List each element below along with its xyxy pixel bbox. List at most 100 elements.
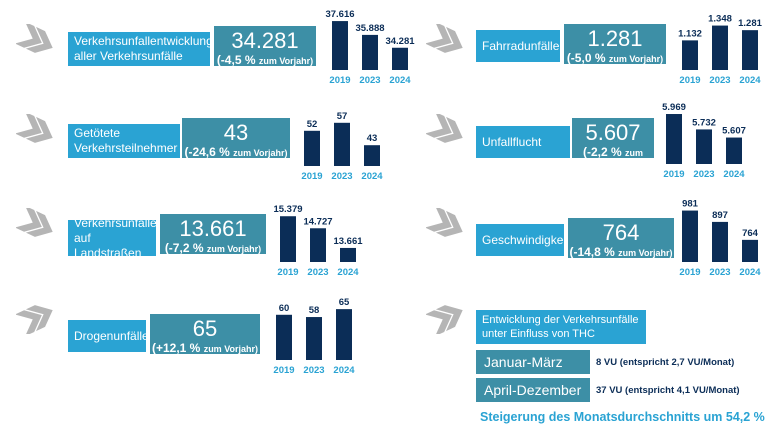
bar-2019 — [682, 210, 698, 262]
value-label: 1.348 — [708, 14, 732, 25]
year-label: 2019 — [329, 75, 350, 86]
triple-chevron-arrow-icon — [16, 305, 53, 334]
label-fatalities: Getötete Verkehrsteilnehmer — [68, 124, 180, 158]
bar-chart-fatalities: 52 2019 57 2023 43 2024 — [301, 111, 383, 182]
label-all-accidents: Verkehrsunfallentwicklung aller Verkehrs… — [68, 32, 213, 66]
bar-2019 — [666, 114, 682, 164]
kpi-bicycle-accidents: 1.281 (-5,0 % zum Vorjahr) — [564, 24, 666, 66]
kpi-change: (-4,5 % zum Vorjahr) — [214, 53, 316, 68]
value-label: 13.661 — [333, 236, 363, 247]
value-label: 37.616 — [325, 9, 354, 20]
kpi-change-suffix: zum Vorjahr) — [608, 54, 664, 64]
year-label: 2023 — [709, 267, 730, 278]
label-text: Verkehrsunfallentwicklung aller Verkehrs… — [74, 34, 213, 63]
period-january-march: Januar-März — [476, 350, 590, 374]
bar-chart-rural-road-accidents: 15.379 2019 14.727 2023 13.661 2024 — [273, 204, 363, 278]
value-label: 43 — [367, 133, 378, 144]
year-label: 2023 — [359, 75, 380, 86]
kpi-value: 1.281 — [587, 26, 643, 51]
value-label: 981 — [682, 199, 699, 210]
value-label: 57 — [337, 111, 348, 122]
triple-chevron-arrow-icon — [426, 114, 463, 143]
label-hit-and-run: Unfallflucht — [476, 126, 570, 158]
year-label: 2024 — [389, 75, 411, 86]
period-april-december: April-Dezember — [476, 378, 590, 402]
bar-2023 — [306, 317, 322, 360]
bar-2024 — [742, 30, 758, 70]
year-label: 2024 — [739, 75, 761, 86]
triple-chevron-arrow-icon — [16, 114, 53, 143]
value-label: 35.888 — [355, 23, 384, 34]
bar-2019 — [280, 216, 296, 262]
year-label: 2023 — [303, 365, 324, 376]
kpi-speed: 764 (-14,8 % zum Vorjahr) — [568, 218, 674, 259]
kpi-change-suffix: zum Vorjahr) — [233, 148, 288, 158]
bar-2024 — [392, 47, 408, 70]
label-text: Fahrradunfälle — [482, 38, 560, 53]
kpi-change-suffix: zum Vorjahr) — [618, 248, 673, 258]
value-label: 15.379 — [273, 204, 302, 215]
triple-chevron-arrow-icon — [426, 305, 463, 334]
kpi-change: (-7,2 % zum Vorjahr) — [160, 241, 266, 256]
bar-2023 — [334, 122, 350, 166]
kpi-change-value: (+12,1 % — [151, 341, 201, 355]
value-label: 1.132 — [678, 28, 702, 39]
kpi-change-value: (-14,8 % — [569, 245, 615, 259]
triple-chevron-arrow-icon — [16, 208, 53, 237]
kpi-change-value: (-2,2 % — [582, 145, 622, 159]
kpi-change: (+12,1 % zum Vorjahr) — [150, 341, 260, 356]
year-label: 2019 — [679, 267, 700, 278]
kpi-value: 764 — [602, 220, 640, 245]
year-label: 2019 — [277, 267, 298, 278]
bar-2023 — [362, 34, 378, 70]
kpi-value: 34.281 — [231, 28, 299, 53]
triple-chevron-arrow-icon — [426, 24, 463, 53]
period-note: 37 VU (entspricht 4,1 VU/Monat) — [596, 385, 740, 396]
label-text: Geschwindigkeit — [482, 232, 570, 247]
bar-2023 — [712, 221, 728, 262]
year-label: 2024 — [333, 365, 355, 376]
thc-title: Entwicklung der Verkehrsunfälle unter Ei… — [476, 310, 646, 344]
kpi-drug-accidents: 65 (+12,1 % zum Vorjahr) — [150, 314, 260, 356]
bar-chart-bicycle-accidents: 1.132 2019 1.348 2023 1.281 2024 — [678, 14, 762, 86]
kpi-change: (-24,6 % zum Vorjahr) — [182, 145, 290, 160]
kpi-change: (-2,2 % zum Vorjahr) — [572, 145, 654, 175]
year-label: 2024 — [337, 267, 359, 278]
year-label: 2019 — [679, 75, 700, 86]
triple-chevron-arrow-icon — [16, 24, 53, 53]
year-label: 2019 — [663, 169, 684, 180]
label-speed: Geschwindigkeit — [476, 224, 569, 256]
value-label: 60 — [279, 303, 290, 314]
kpi-change-value: (-5,0 % — [566, 51, 606, 65]
year-label: 2019 — [301, 171, 322, 182]
label-text: Verkehrsunfälle auf Landstraßen — [74, 215, 157, 260]
bar-chart-hit-and-run: 5.969 2019 5.732 2023 5.607 2024 — [662, 102, 746, 180]
kpi-change-suffix: zum Vorjahr) — [258, 56, 314, 66]
value-label: 14.727 — [303, 216, 332, 227]
kpi-change-suffix: zum Vorjahr) — [596, 148, 644, 173]
kpi-hit-and-run: 5.607 (-2,2 % zum Vorjahr) — [572, 118, 654, 173]
year-label: 2024 — [361, 171, 383, 182]
value-label: 897 — [712, 210, 728, 221]
label-text: Getötete Verkehrsteilnehmer — [74, 126, 178, 155]
bar-2024 — [742, 239, 758, 262]
bar-chart-speed: 981 2019 897 2023 764 2024 — [679, 199, 761, 278]
kpi-change: (-5,0 % zum Vorjahr) — [564, 51, 666, 66]
value-label: 1.281 — [738, 18, 762, 29]
bar-2023 — [712, 25, 728, 71]
period-label: Januar-März — [484, 354, 563, 370]
value-label: 52 — [307, 119, 318, 130]
kpi-change-value: (-4,5 % — [216, 53, 256, 67]
value-label: 5.607 — [722, 126, 746, 137]
kpi-value: 13.661 — [179, 216, 247, 241]
year-label: 2023 — [331, 171, 352, 182]
bar-2019 — [304, 130, 320, 166]
value-label: 34.281 — [385, 36, 415, 47]
bar-2024 — [340, 247, 356, 262]
bar-2023 — [310, 228, 326, 262]
kpi-value: 5.607 — [585, 120, 641, 145]
year-label: 2024 — [723, 169, 745, 180]
value-label: 5.969 — [662, 102, 686, 113]
year-label: 2023 — [307, 267, 328, 278]
value-label: 58 — [309, 305, 320, 316]
